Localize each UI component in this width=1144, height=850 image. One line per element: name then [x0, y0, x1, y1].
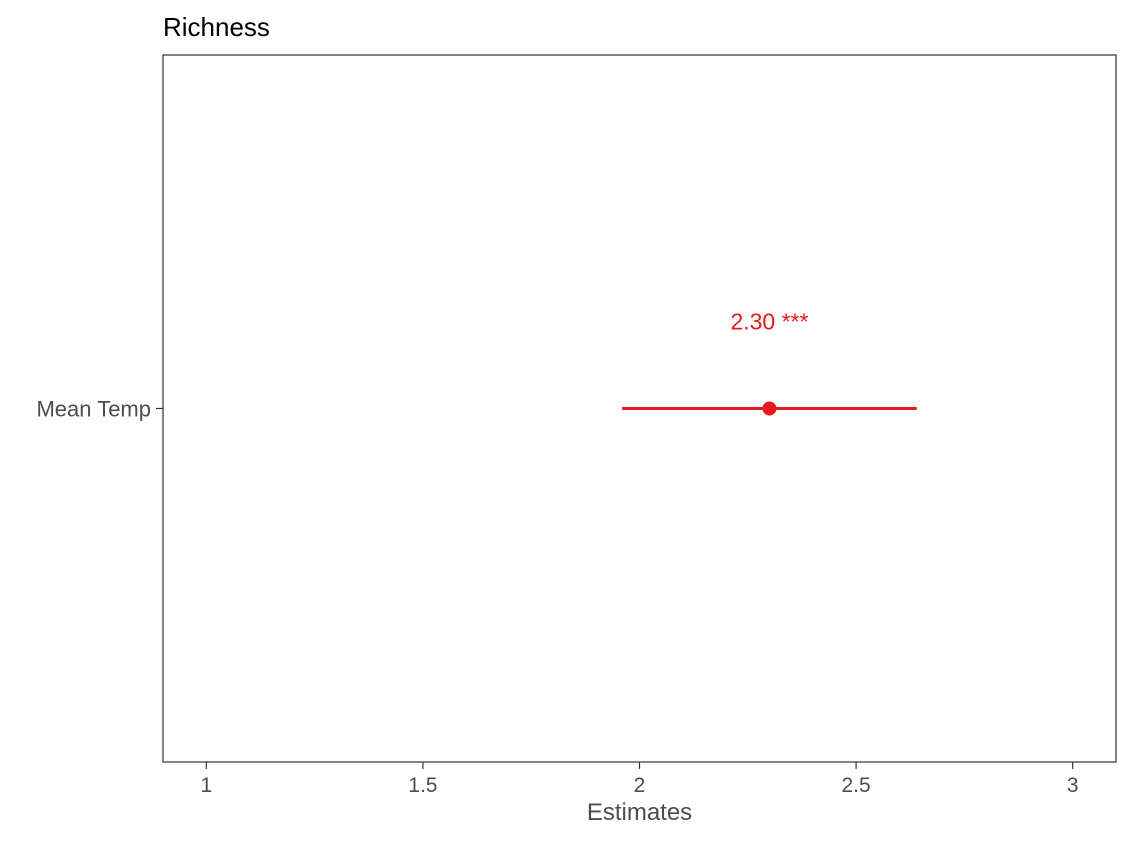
x-axis: 1 1.5 2 2.5 3: [200, 762, 1079, 797]
y-tick-label: Mean Temp: [36, 397, 151, 422]
x-tick-label: 3: [1067, 774, 1079, 797]
chart-title: Richness: [163, 12, 270, 42]
x-tick-label: 1.5: [408, 774, 437, 797]
x-tick-label: 2.5: [841, 774, 870, 797]
x-tick-label: 2: [634, 774, 646, 797]
y-axis: Mean Temp: [36, 397, 163, 422]
estimate-label: 2.30 ***: [730, 309, 808, 335]
estimate-point: [762, 401, 777, 416]
x-axis-label: Estimates: [587, 799, 692, 826]
x-tick-label: 1: [200, 774, 212, 797]
data-marks: 2.30 ***: [622, 309, 917, 416]
